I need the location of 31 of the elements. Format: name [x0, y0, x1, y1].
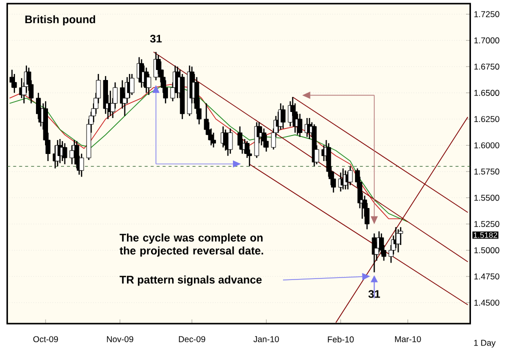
candlestick: [331, 170, 336, 194]
annotation: The cycle was complete on the projected reversal date.: [120, 234, 264, 257]
text: 1 Day: [474, 340, 496, 348]
candlestick: [348, 166, 353, 186]
candlestick: [211, 132, 216, 148]
annotation: 31: [368, 290, 380, 298]
candlestick: [12, 73, 17, 94]
annotation: 31: [150, 34, 162, 43]
text: British pound: [25, 15, 96, 26]
x-tick-label: Oct-09: [33, 336, 58, 342]
x-tick-label: Jan-10: [253, 336, 279, 342]
x-tick-label: Dec-09: [178, 336, 206, 342]
y-tick-label: 1.6500: [474, 90, 500, 96]
annotation: TR pattern signals advance: [120, 276, 262, 286]
y-tick-label: 1.7250: [474, 11, 500, 18]
candlestick: [62, 142, 68, 165]
y-tick-label: 1.6250: [474, 116, 500, 122]
y-tick-label: 1.5250: [474, 221, 500, 227]
y-tick-label: 1.4750: [474, 273, 500, 280]
x-tick-label: Mar-10: [395, 336, 421, 342]
y-tick-label: 1.6000: [474, 142, 500, 148]
y-tick-label: 1.7000: [474, 37, 500, 44]
x-tick-label: Nov-09: [106, 336, 134, 342]
y-tick-label: 1.6750: [474, 64, 500, 70]
candlestick: [280, 104, 286, 130]
y-tick-label: 1.5500: [474, 194, 500, 201]
y-tick-label: 1.5750: [474, 168, 500, 175]
y-tick-label: 1.4500: [474, 300, 500, 306]
x-tick-label: Feb-10: [328, 336, 354, 342]
y-tick-label: 1.5000: [474, 247, 500, 254]
candlestick: [237, 126, 242, 150]
